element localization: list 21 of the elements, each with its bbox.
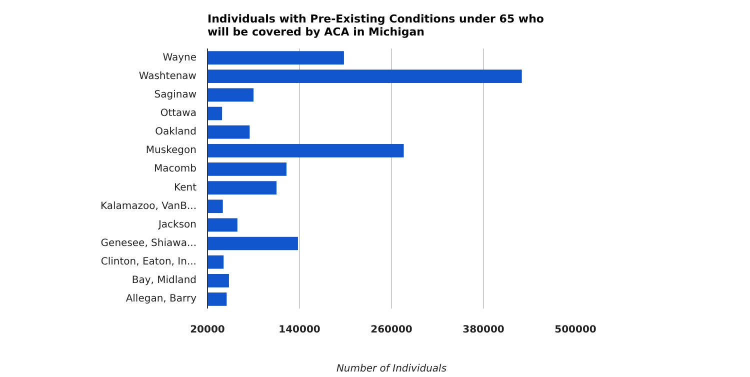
y-tick-label: Saginaw	[154, 89, 197, 100]
y-tick-label: Ottawa	[160, 108, 197, 119]
chart-title: Individuals with Pre-Existing Conditions under 65 who will be covered by ACA in Michigan	[208, 12, 544, 38]
x-tick-label: 140000	[278, 324, 320, 336]
y-tick-label: Allegan, Barry	[126, 294, 197, 305]
y-tick-label: Kalamazoo, VanB...	[100, 200, 197, 212]
y-tick-label: Clinton, Eaton, In...	[100, 256, 197, 268]
y-tick-label: Genesee, Shiawa...	[100, 238, 197, 249]
y-tick-label: Washtenaw	[138, 70, 197, 82]
x-tick-label: 380000	[462, 324, 504, 336]
x-tick-label: 260000	[370, 324, 412, 336]
x-axis-title: Number of Individuals	[336, 364, 447, 374]
y-tick-label: Muskegon	[146, 145, 197, 156]
y-tick-label: Kent	[174, 182, 197, 194]
y-tick-label: Oakland	[155, 126, 197, 138]
y-tick-label: Bay, Midland	[132, 275, 196, 286]
x-tick-label: 20000	[190, 324, 225, 336]
x-tick-label: 500000	[554, 324, 596, 336]
y-tick-label: Wayne	[162, 52, 197, 64]
y-tick-label: Jackson	[157, 219, 197, 230]
y-tick-label: Macomb	[154, 164, 197, 175]
